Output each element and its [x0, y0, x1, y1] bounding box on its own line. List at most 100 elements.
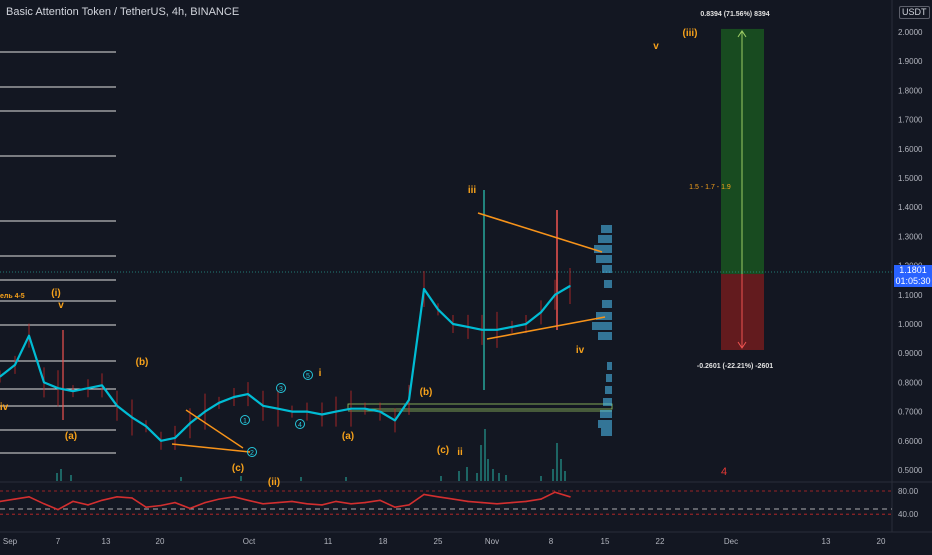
osc-level-label-1: 40.00	[898, 510, 919, 519]
oscillator-point-31	[452, 498, 454, 500]
oscillator-point-11	[160, 504, 162, 507]
oscillator-point-28	[408, 504, 410, 506]
price-tick-15: 2.0000	[898, 28, 923, 37]
price-tick-13: 1.8000	[898, 86, 923, 95]
stop-change-label: -0.2601 (-22.21%) -2601	[697, 363, 773, 370]
volume-bar-7	[440, 476, 442, 481]
target-arrow-head	[737, 30, 747, 38]
volume-bar-17	[540, 476, 542, 481]
price-point-24	[350, 407, 352, 410]
volume-bar-14	[492, 469, 494, 481]
time-tick-12: Dec	[724, 537, 738, 546]
price-tick-3: 0.8000	[898, 378, 923, 387]
volume-profile-bar-12	[605, 386, 612, 394]
price-point-1	[14, 364, 16, 366]
price-point-38	[554, 294, 556, 296]
price-point-7	[101, 384, 103, 387]
price-tick-1: 0.6000	[898, 437, 923, 446]
price-point-27	[394, 419, 396, 422]
volume-bar-8	[458, 471, 460, 481]
oscillator-point-2	[28, 496, 30, 498]
volume-profile-bar-11	[606, 374, 612, 382]
volume-bar-16	[505, 475, 507, 481]
wave-label-1: v	[58, 300, 64, 311]
currency-badge[interactable]: USDT	[899, 6, 930, 19]
oscillator-point-20	[291, 500, 293, 503]
wave-circle-4	[303, 370, 313, 380]
volume-bar-3	[180, 477, 182, 481]
oscillator-point-8	[116, 496, 118, 498]
time-tick-14: 20	[877, 537, 886, 546]
oscillator-point-10	[145, 506, 147, 509]
price-tick-4: 0.9000	[898, 349, 923, 358]
upper-trendline	[477, 212, 603, 253]
wave-circle-label-3: 4	[298, 422, 302, 429]
time-tick-5: 11	[324, 537, 333, 546]
volume-profile-bar-8	[592, 322, 612, 330]
price-point-35	[511, 326, 513, 328]
price-point-37	[540, 311, 542, 314]
price-point-30	[437, 308, 439, 311]
price-point-13	[189, 422, 191, 425]
oscillator-point-0	[0, 500, 1, 503]
oscillator-point-35	[511, 501, 513, 504]
wave-label-0: (i)	[51, 288, 60, 299]
volume-profile-bar-9	[598, 332, 612, 340]
symbol-title[interactable]: Basic Attention Token / TetherUS, 4h, BI…	[6, 6, 240, 18]
left-note: ель 4-5	[0, 293, 25, 300]
price-point-14	[204, 410, 206, 413]
time-tick-10: 15	[601, 537, 610, 546]
time-tick-1: 7	[56, 537, 61, 546]
price-tick-2: 0.7000	[898, 408, 923, 417]
oscillator-point-16	[233, 496, 235, 498]
oscillator-point-13	[189, 507, 191, 510]
volume-bar-10	[476, 473, 478, 481]
wave-circle-3	[295, 419, 305, 429]
price-point-34	[496, 329, 498, 331]
volume-profile-bar-15	[598, 420, 612, 428]
oscillator-point-34	[496, 502, 498, 505]
volume-bar-12	[484, 429, 486, 481]
wave-label-14: v	[653, 41, 659, 52]
price-point-2	[28, 334, 30, 337]
volume-bar-19	[556, 443, 558, 481]
price-point-25	[364, 407, 366, 410]
price-point-11	[160, 440, 162, 442]
price-point-3	[43, 381, 45, 384]
oscillator-point-33	[481, 501, 483, 504]
volume-profile-bar-13	[603, 398, 612, 406]
price-tick-10: 1.5000	[898, 174, 923, 183]
price-tick-11: 1.6000	[898, 145, 923, 154]
oscillator-point-26	[379, 499, 381, 502]
price-point-21	[306, 410, 308, 413]
wave-circle-label-0: 1	[243, 418, 247, 425]
target-change-label: 0.8394 (71.56%) 8394	[700, 11, 769, 18]
volume-profile-bar-14	[600, 410, 612, 418]
time-tick-11: 22	[656, 537, 665, 546]
volume-bar-18	[552, 469, 554, 481]
price-point-5	[72, 390, 74, 392]
price-point-31	[452, 323, 454, 325]
wave-label-2: iv	[0, 402, 9, 413]
time-tick-4: Oct	[243, 537, 256, 546]
oscillator-point-5	[72, 500, 74, 503]
wave-label-4: (b)	[136, 357, 149, 368]
volume-bar-20	[560, 459, 562, 481]
volume-bar-13	[487, 459, 489, 481]
oscillator-line	[0, 491, 571, 511]
red-digit-annotation: 4	[721, 466, 727, 478]
price-point-0	[0, 375, 1, 378]
volume-profile-bar-10	[607, 362, 612, 370]
price-point-26	[379, 410, 381, 413]
price-point-12	[174, 437, 176, 439]
oscillator-point-39	[569, 496, 571, 498]
price-tick-12: 1.7000	[898, 116, 923, 125]
oscillator-point-25	[364, 501, 366, 504]
volume-bar-6	[345, 477, 347, 481]
oscillator-point-12	[174, 501, 176, 504]
oscillator-point-6	[87, 504, 89, 506]
volume-bar-0	[56, 473, 58, 481]
price-series-line	[0, 285, 571, 442]
